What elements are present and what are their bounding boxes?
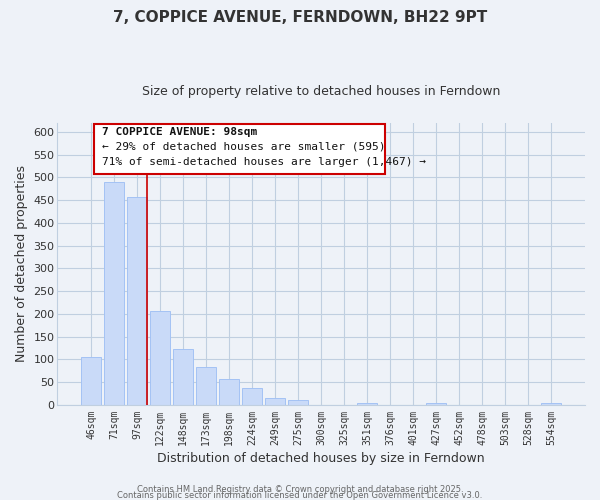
Y-axis label: Number of detached properties: Number of detached properties xyxy=(15,166,28,362)
Bar xyxy=(104,182,124,405)
FancyBboxPatch shape xyxy=(94,124,385,174)
Bar xyxy=(127,197,147,405)
Text: Contains public sector information licensed under the Open Government Licence v3: Contains public sector information licen… xyxy=(118,490,482,500)
Bar xyxy=(242,388,262,405)
Bar xyxy=(541,402,561,405)
Title: Size of property relative to detached houses in Ferndown: Size of property relative to detached ho… xyxy=(142,85,500,98)
Text: ← 29% of detached houses are smaller (595): ← 29% of detached houses are smaller (59… xyxy=(102,142,386,152)
Bar xyxy=(220,378,239,405)
X-axis label: Distribution of detached houses by size in Ferndown: Distribution of detached houses by size … xyxy=(157,452,485,465)
Bar xyxy=(265,398,285,405)
Text: 7, COPPICE AVENUE, FERNDOWN, BH22 9PT: 7, COPPICE AVENUE, FERNDOWN, BH22 9PT xyxy=(113,10,487,25)
Bar xyxy=(173,350,193,405)
Text: 7 COPPICE AVENUE: 98sqm: 7 COPPICE AVENUE: 98sqm xyxy=(102,127,257,137)
Text: Contains HM Land Registry data © Crown copyright and database right 2025.: Contains HM Land Registry data © Crown c… xyxy=(137,484,463,494)
Bar xyxy=(427,402,446,405)
Bar xyxy=(196,367,216,405)
Bar xyxy=(82,357,101,405)
Bar xyxy=(289,400,308,405)
Text: 71% of semi-detached houses are larger (1,467) →: 71% of semi-detached houses are larger (… xyxy=(102,157,426,167)
Bar xyxy=(151,310,170,405)
Bar xyxy=(358,402,377,405)
